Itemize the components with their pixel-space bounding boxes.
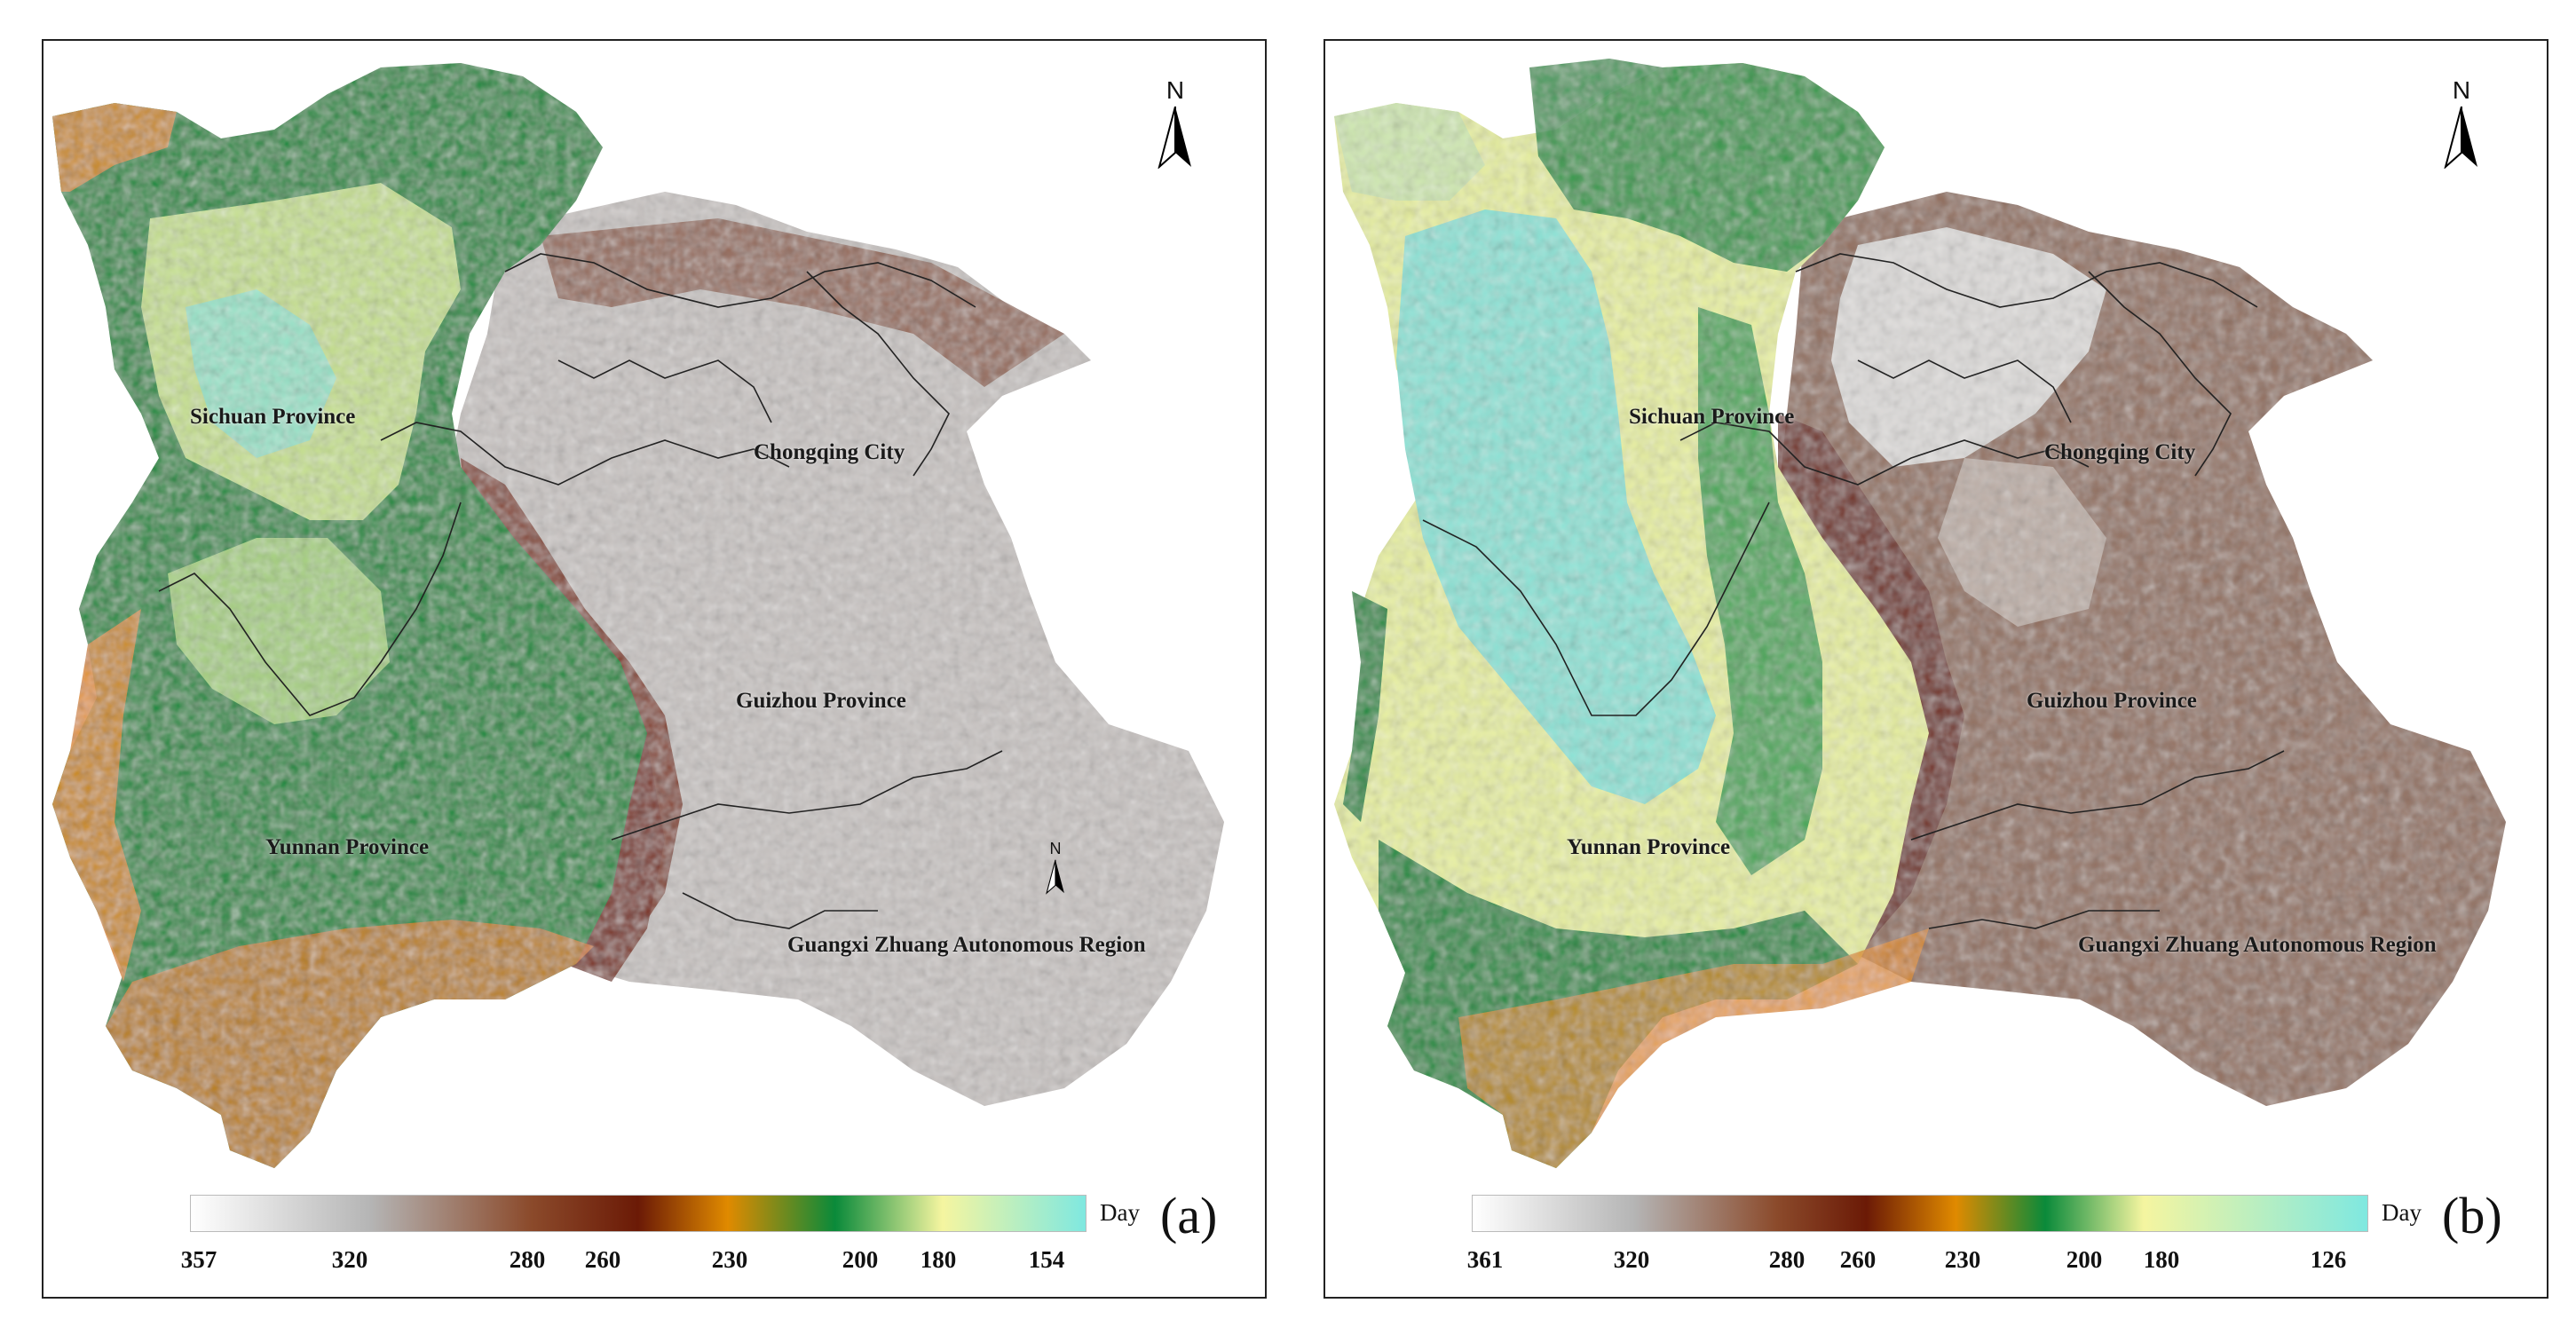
south-orange-band	[106, 920, 594, 1168]
map-panel-b: Sichuan Province Chongqing City Guizhou …	[1324, 39, 2548, 1299]
region-label-yunnan: Yunnan Province	[265, 835, 430, 859]
legend-tick: 154	[1028, 1246, 1065, 1273]
color-legend-bar	[1472, 1195, 2368, 1232]
north-arrow: N	[2430, 76, 2493, 183]
west-green-edge	[1343, 591, 1387, 822]
legend-tick: 200	[2066, 1246, 2103, 1273]
region-label-chongqing: Chongqing City	[2044, 440, 2196, 464]
region-label-guangxi: Guangxi Zhuang Autonomous Region	[2078, 933, 2437, 957]
region-label-yunnan: Yunnan Province	[1567, 835, 1731, 859]
panel-letter-b: (b)	[2442, 1187, 2502, 1244]
phenology-map-b	[1334, 59, 2506, 1168]
legend-tick: 361	[1466, 1246, 1504, 1273]
color-legend-bar	[190, 1195, 1087, 1232]
sichuan-basin-cyan	[186, 289, 336, 458]
sichuan-cyan	[1396, 209, 1716, 804]
legend-tick: 320	[1613, 1246, 1650, 1273]
legend-tick: 180	[2143, 1246, 2180, 1273]
legend-tick: 230	[711, 1246, 748, 1273]
inset-north-letter: N	[1049, 840, 1062, 857]
region-label-guizhou: Guizhou Province	[736, 689, 906, 713]
region-label-guizhou: Guizhou Province	[2027, 689, 2197, 713]
legend-tick: 260	[1839, 1246, 1877, 1273]
panel-letter-a: (a)	[1160, 1187, 1218, 1244]
sichuan-green-north	[1529, 59, 1885, 272]
legend-unit: Day	[2382, 1199, 2422, 1226]
north-letter: N	[2452, 76, 2471, 104]
west-orange-edge	[52, 609, 141, 982]
north-letter: N	[1166, 76, 1185, 104]
province-boundaries	[1422, 253, 2285, 929]
phenology-map-a	[52, 63, 1224, 1168]
south-orange-band	[1458, 928, 1929, 1168]
east-light-patch	[1831, 227, 2106, 467]
legend-tick: 180	[920, 1246, 957, 1273]
legend-tick: 260	[584, 1246, 621, 1273]
legend-tick: 280	[1768, 1246, 1806, 1273]
legend-unit: Day	[1100, 1199, 1140, 1226]
region-label-sichuan: Sichuan Province	[190, 405, 356, 429]
province-boundaries	[158, 253, 1003, 929]
guizhou-light	[1938, 458, 2106, 627]
inset-north-arrow-icon	[1046, 859, 1064, 895]
legend-tick: 357	[180, 1246, 217, 1273]
map-panel-a: Sichuan Province Chongqing City Guizhou …	[42, 39, 1267, 1299]
legend-tick: 280	[509, 1246, 546, 1273]
inset-north-arrow: N	[1038, 840, 1073, 946]
north-arrow-icon	[1158, 107, 1191, 169]
region-label-chongqing: Chongqing City	[754, 440, 905, 464]
legend-tick: 230	[1944, 1246, 1981, 1273]
region-label-guangxi: Guangxi Zhuang Autonomous Region	[787, 933, 1146, 957]
northwest-orange-edge	[52, 103, 177, 192]
north-light-patch	[1334, 103, 1485, 201]
legend-tick: 200	[842, 1246, 879, 1273]
north-arrow: N	[1144, 76, 1206, 183]
eastern-brown-band	[541, 218, 1064, 387]
legend-tick: 126	[2310, 1246, 2347, 1273]
region-label-sichuan: Sichuan Province	[1629, 405, 1795, 429]
yunnan-light	[168, 538, 390, 724]
north-arrow-icon	[2444, 107, 2477, 169]
legend-tick: 320	[331, 1246, 368, 1273]
eastern-green-strip	[1698, 307, 1822, 875]
